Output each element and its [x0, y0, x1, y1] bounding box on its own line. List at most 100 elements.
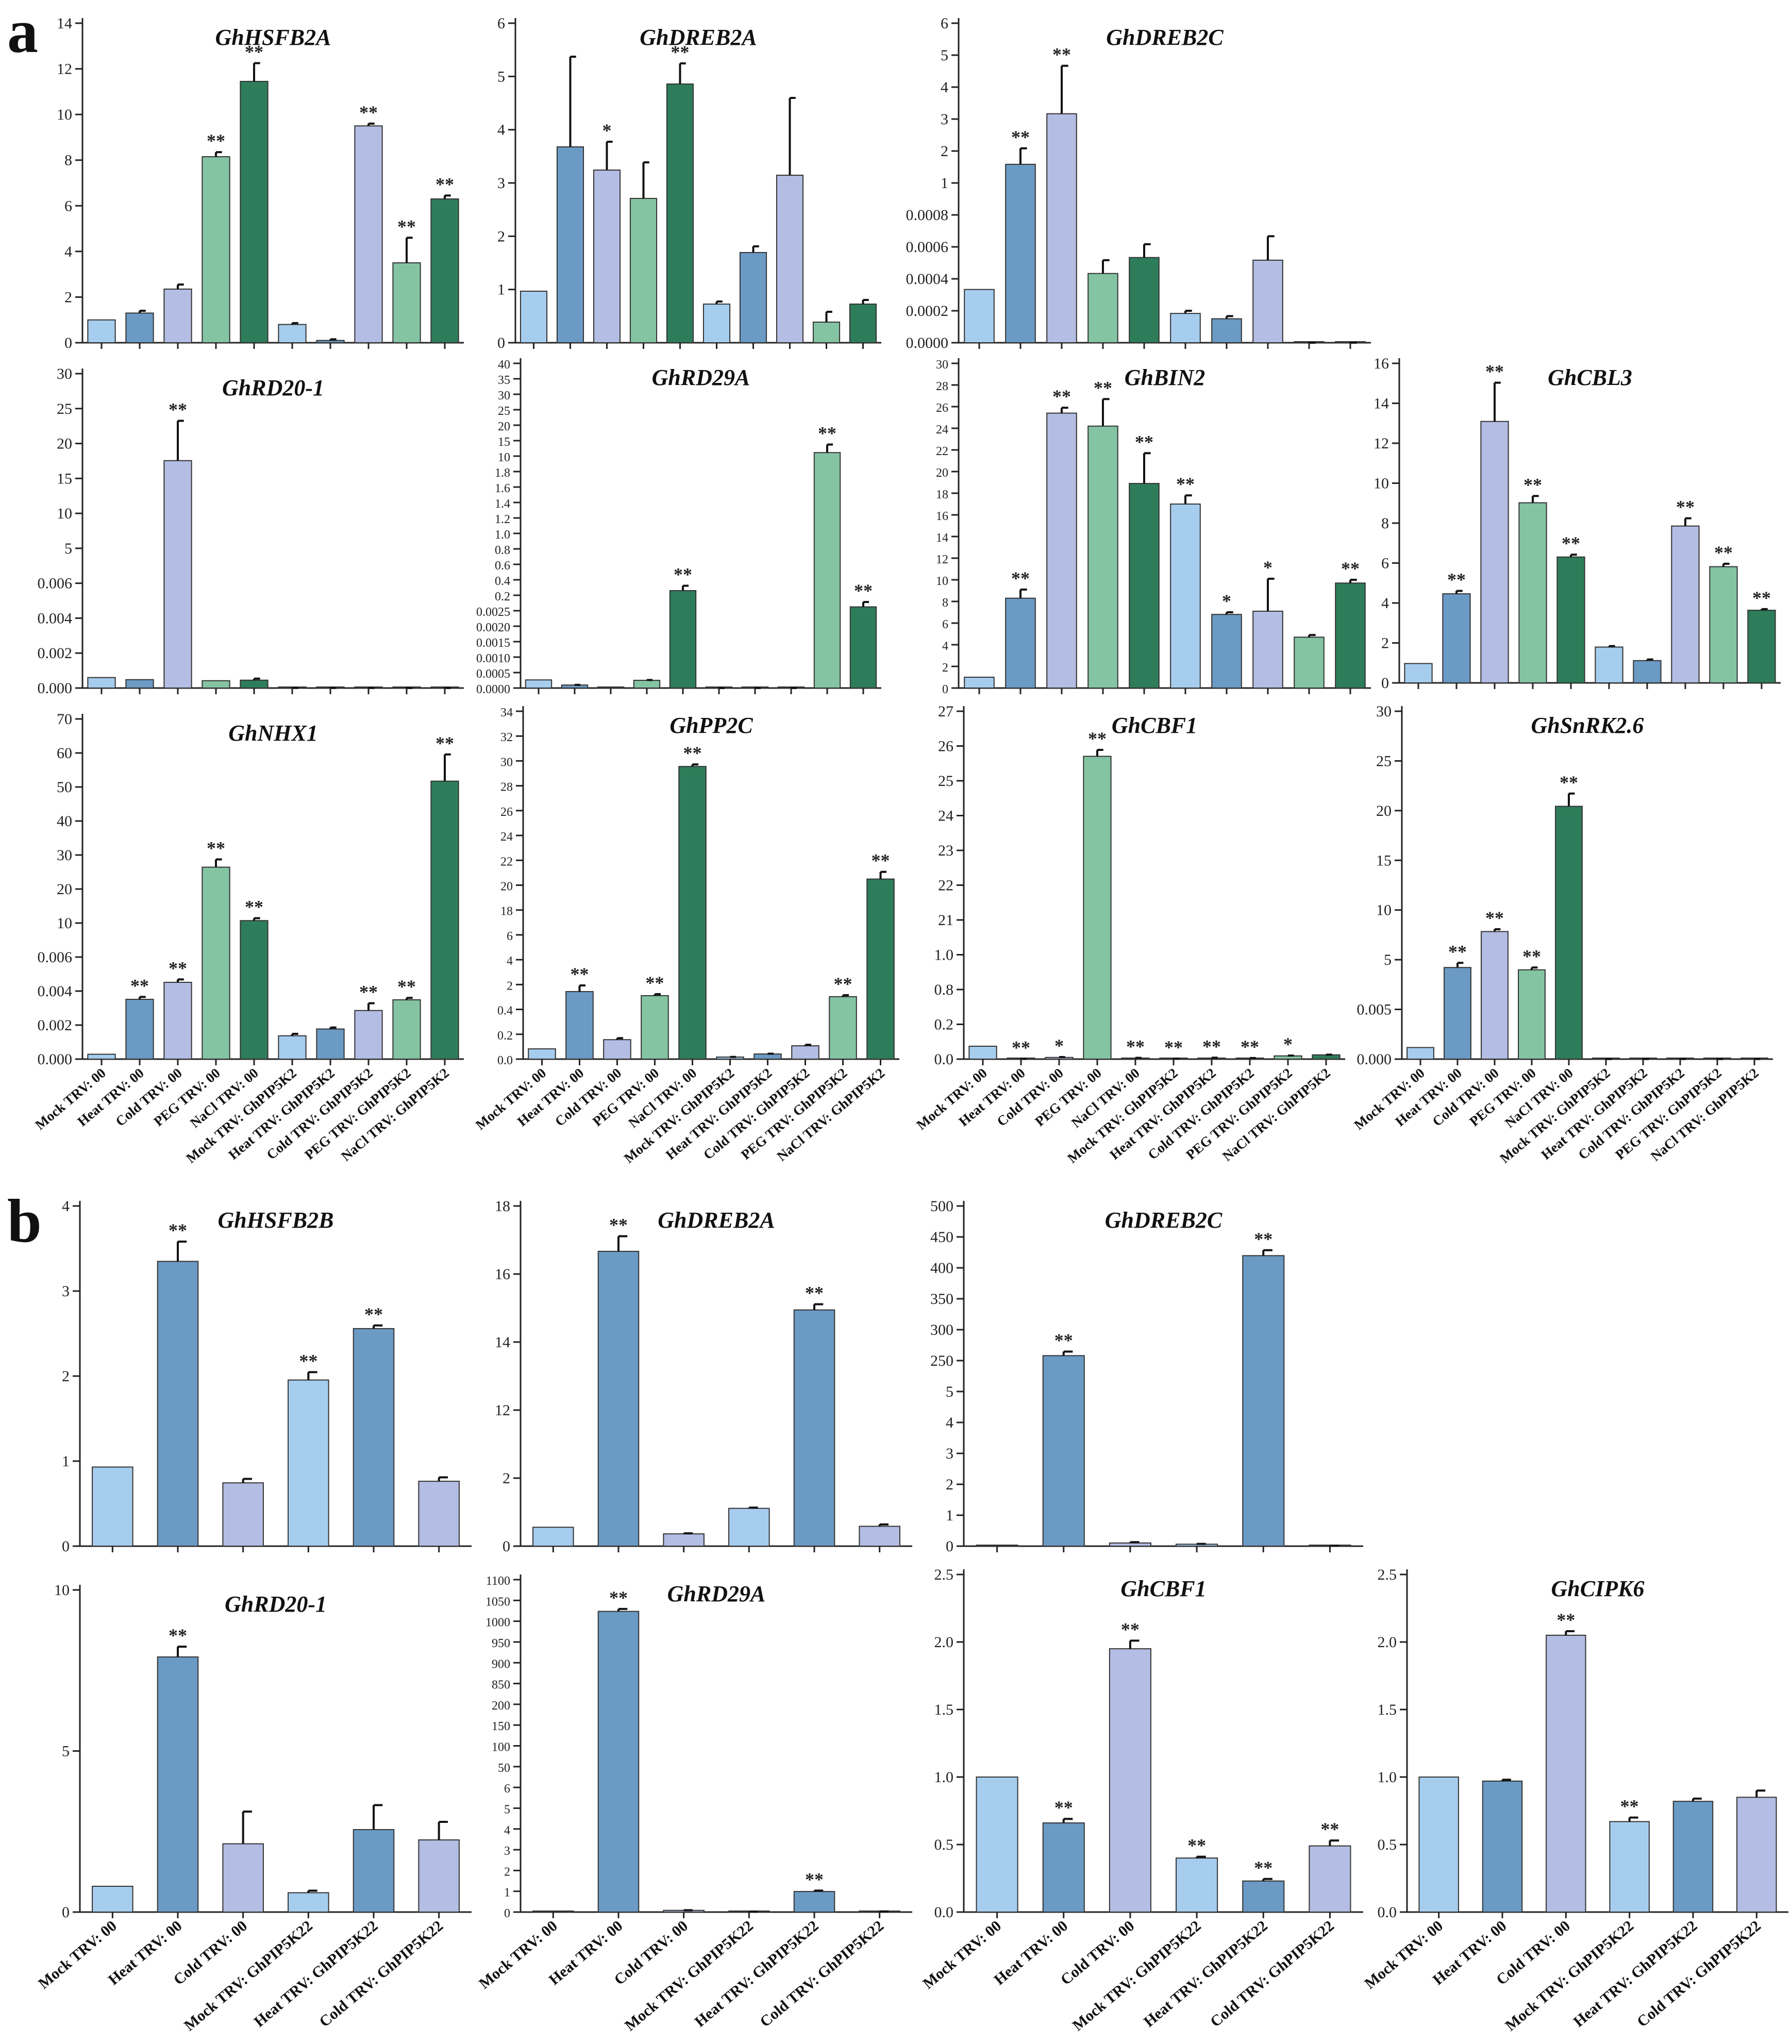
bar [593, 170, 621, 343]
x-tick-label: Mock TRV: 00 [919, 1917, 1004, 1992]
bar [1518, 969, 1546, 1060]
significance-marker: ** [1560, 772, 1578, 793]
bar [663, 1533, 705, 1547]
y-tick-label: 2.5 [1378, 1566, 1397, 1583]
y-tick-label: 0.0015 [476, 636, 510, 650]
chart-title: GhBIN2 [1125, 365, 1205, 390]
y-tick-label: 0.6 [495, 559, 510, 573]
y-tick-label: 23 [938, 842, 953, 859]
y-tick-label: 1 [946, 1507, 953, 1524]
bar [728, 1507, 770, 1547]
significance-marker: ** [1164, 1037, 1183, 1058]
significance-marker: ** [1556, 1610, 1575, 1630]
significance-marker: ** [1011, 127, 1030, 147]
significance-marker: ** [207, 837, 225, 858]
bar [1211, 318, 1242, 343]
bar [1633, 660, 1662, 683]
chart-16: 0 1 2 3 4 5 6 50 100 150 200 850 900 950 1000 1050 1100 G… [476, 1574, 912, 2034]
y-tick-label: 450 [930, 1229, 953, 1246]
y-tick-label: 1.8 [495, 466, 510, 480]
bar [1294, 636, 1325, 689]
bar [968, 1046, 997, 1060]
significance-marker: ** [207, 130, 225, 151]
significance-marker: ** [359, 982, 378, 1002]
y-tick-label: 50 [498, 1762, 510, 1775]
y-tick-label: 0.5 [934, 1836, 954, 1853]
y-tick-label: 10 [1376, 902, 1392, 919]
y-tick-label: 0 [62, 1904, 70, 1921]
y-tick-label: 4 [942, 640, 948, 653]
bar [1736, 1797, 1777, 1913]
significance-marker: ** [1752, 588, 1771, 608]
bar [1556, 556, 1585, 683]
x-tick-label: Mock TRV: GhPIP5K22 [622, 1917, 757, 2034]
bar [866, 878, 895, 1060]
chart-title: GhPP2C [669, 713, 753, 738]
y-tick-label: 10 [57, 915, 72, 932]
y-tick-label: 200 [492, 1699, 510, 1713]
y-tick-label: 1050 [485, 1595, 510, 1609]
significance-marker: ** [1320, 1819, 1339, 1839]
bar [603, 1039, 631, 1060]
significance-marker: ** [299, 1350, 317, 1371]
y-tick-label: 18 [936, 488, 948, 501]
bar [1747, 610, 1776, 684]
significance-marker: ** [1620, 1796, 1639, 1817]
bar [532, 1527, 574, 1547]
bar [392, 999, 421, 1060]
significance-marker: ** [169, 1220, 187, 1241]
significance-marker: ** [683, 743, 702, 763]
x-tick-label: Heat TRV: GhPIP5K22 [1141, 1917, 1271, 2031]
significance-marker: ** [1176, 474, 1195, 494]
chart-13: 0 2 12 14 16 18 GhDREB2A ** ** [495, 1198, 912, 1555]
bar [1404, 663, 1433, 683]
significance-marker: ** [609, 1587, 628, 1608]
y-tick-label: 30 [498, 389, 510, 403]
bar [202, 866, 230, 1060]
y-tick-label: 400 [930, 1260, 953, 1277]
y-tick-label: 1 [497, 281, 505, 298]
bar [1087, 273, 1118, 344]
x-tick-label: Mock TRV: GhPIP5K22 [1069, 1917, 1204, 2034]
bar [859, 1526, 900, 1547]
significance-marker: ** [834, 974, 852, 994]
y-tick-label: 1.0 [934, 947, 954, 964]
significance-marker: ** [397, 216, 416, 237]
chart-5: 0.0000 0.0005 0.0010 0.0015 0.0020 0.0025 0.2 0… [476, 358, 881, 696]
y-tick-label: 30 [57, 847, 72, 864]
bar [565, 991, 594, 1060]
bar [392, 262, 421, 343]
significance-marker: ** [364, 1304, 383, 1325]
significance-marker: ** [818, 423, 836, 444]
chart-title: GhRD20-1 [225, 1591, 327, 1617]
bar [1109, 1648, 1151, 1913]
bar [125, 679, 154, 689]
bar [92, 1466, 133, 1547]
x-tick-label: Heat TRV: GhPIP5K22 [692, 1917, 822, 2031]
chart-title: GhHSFB2B [218, 1208, 334, 1233]
y-tick-label: 24 [500, 830, 513, 844]
chart-title: GhCBL3 [1548, 365, 1632, 390]
bar [125, 312, 154, 344]
y-tick-label: 14 [57, 15, 72, 32]
y-tick-label: 20 [57, 435, 72, 453]
y-tick-label: 1 [504, 1886, 510, 1900]
significance-marker: ** [1052, 44, 1071, 65]
bar [87, 677, 116, 689]
x-tick-label: Cold TRV: GhPIP5K22 [1207, 1917, 1337, 2031]
bar [418, 1481, 460, 1547]
bar [163, 982, 192, 1060]
significance-marker: * [602, 120, 612, 141]
significance-marker: ** [1126, 1036, 1145, 1057]
y-tick-label: 1 [941, 175, 948, 192]
y-tick-label: 2 [941, 143, 948, 160]
bar [849, 304, 877, 343]
y-tick-label: 0.0 [934, 1904, 954, 1921]
y-tick-label: 1.0 [934, 1769, 954, 1786]
chart-title: GhDREB2C [1106, 25, 1224, 50]
bar [597, 1251, 640, 1547]
y-tick-label: 2 [942, 661, 948, 675]
y-tick-label: 14 [936, 531, 948, 545]
